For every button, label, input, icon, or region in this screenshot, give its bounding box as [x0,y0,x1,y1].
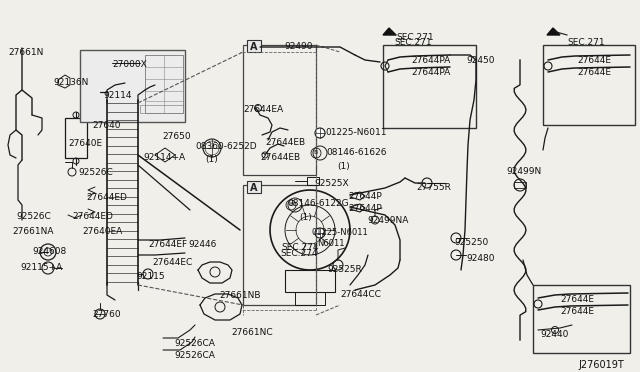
Bar [243,185,316,305]
Text: A: A [250,183,258,193]
Text: 92440: 92440 [540,330,568,339]
Text: 92499NA: 92499NA [367,216,408,225]
Text: 27661NA: 27661NA [12,227,54,236]
Text: N6011: N6011 [317,239,344,248]
Bar [285,270,335,292]
Bar [543,45,635,125]
Bar [140,105,183,113]
Text: 27661NC: 27661NC [231,328,273,337]
Circle shape [315,128,325,138]
Text: 92526C: 92526C [16,212,51,221]
Text: 27644ED: 27644ED [86,193,127,202]
Text: 92490: 92490 [284,42,312,51]
Bar [97,88,103,96]
Bar [514,182,526,188]
Text: 27644PA: 27644PA [411,68,451,77]
Text: 92114+A: 92114+A [143,153,185,162]
Text: 27644P: 27644P [348,204,381,213]
Text: SEC.274: SEC.274 [281,243,319,252]
Text: 27661NB: 27661NB [219,291,260,300]
Text: 01225-N6011: 01225-N6011 [325,128,387,137]
Text: 27661N: 27661N [8,48,44,57]
Text: 27755R: 27755R [416,183,451,192]
Text: 92446: 92446 [188,240,216,249]
Text: 27644ED: 27644ED [72,212,113,221]
Text: 27640EA: 27640EA [82,227,122,236]
Text: 92115+A: 92115+A [20,263,62,272]
Text: 92526C: 92526C [78,168,113,177]
Text: 27640E: 27640E [68,139,102,148]
Text: 27644E: 27644E [560,295,594,304]
Text: 27644EB: 27644EB [265,138,305,147]
Circle shape [315,228,325,238]
Text: 92526CA: 92526CA [174,339,215,348]
Text: 27644EF: 27644EF [148,240,187,249]
Text: J276019T: J276019T [578,360,624,370]
Text: 27644E: 27644E [560,307,594,316]
Text: 92526CA: 92526CA [174,351,215,360]
Text: 92525X: 92525X [314,179,349,188]
Text: 27644CC: 27644CC [340,290,381,299]
Text: 92525R: 92525R [327,265,362,274]
Bar [383,45,476,128]
Text: 08146-61626: 08146-61626 [326,148,387,157]
Text: B: B [289,202,293,208]
Text: 27760: 27760 [92,310,120,319]
Bar [247,40,261,52]
Bar [65,118,87,158]
Text: 27644E: 27644E [577,68,611,77]
Text: 08146-6122G: 08146-6122G [287,199,349,208]
Text: 01225-N6011: 01225-N6011 [312,228,369,237]
Text: (1): (1) [337,162,349,171]
Text: 27650: 27650 [162,132,191,141]
Text: 27000X: 27000X [112,60,147,69]
Text: 27644P: 27644P [348,192,381,201]
Text: 27644E: 27644E [577,56,611,65]
Text: 92115: 92115 [136,272,164,281]
Text: SEC.271: SEC.271 [567,38,605,47]
Text: 925250: 925250 [454,238,488,247]
Text: 27644EC: 27644EC [152,258,192,267]
Text: (1): (1) [299,213,312,222]
Text: 92450: 92450 [466,56,495,65]
Text: 08360-6252D: 08360-6252D [195,142,257,151]
Text: A: A [250,42,258,52]
Text: 924608: 924608 [32,247,67,256]
Text: 27644EB: 27644EB [260,153,300,162]
Text: 27640: 27640 [92,121,120,130]
Bar [145,55,183,113]
Text: B: B [314,151,318,155]
Text: 92114: 92114 [103,91,131,100]
Text: 27644EA: 27644EA [243,105,283,114]
Text: (1): (1) [205,155,218,164]
Text: 27644PA: 27644PA [411,56,451,65]
Bar [533,285,630,353]
Bar [80,50,185,122]
Text: 92136N: 92136N [53,78,88,87]
Bar [247,181,261,193]
Polygon shape [547,28,560,35]
Polygon shape [383,28,396,35]
Text: 92480: 92480 [466,254,495,263]
Text: SEC.274: SEC.274 [280,249,317,258]
Text: SEC.271: SEC.271 [394,38,431,47]
Text: SEC.271: SEC.271 [396,33,434,42]
Text: 92499N: 92499N [506,167,541,176]
Bar [307,177,319,185]
Bar [243,45,316,175]
